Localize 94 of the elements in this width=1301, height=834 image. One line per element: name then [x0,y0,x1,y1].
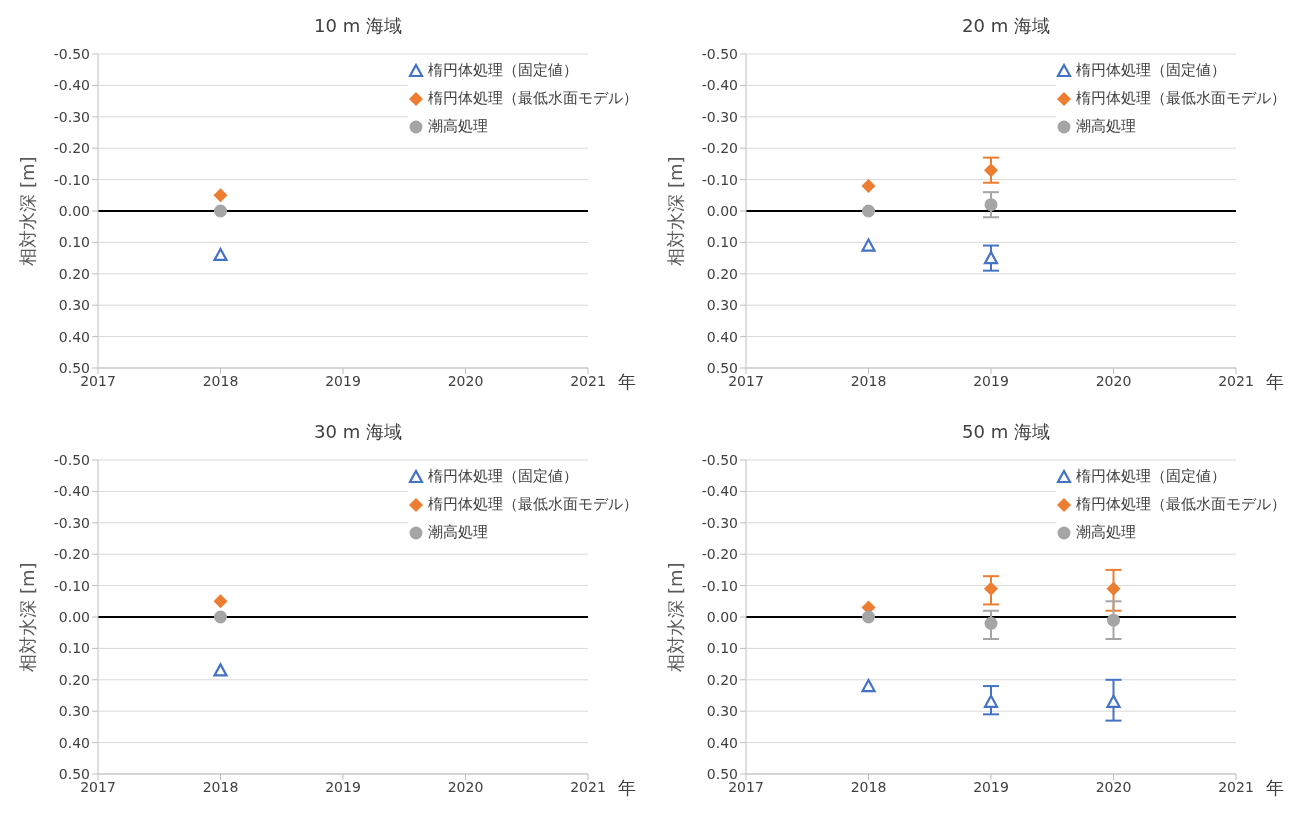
y-tick-label: -0.20 [53,546,90,563]
y-tick-label: 0.30 [706,297,738,314]
y-tick-label: -0.40 [701,77,738,94]
point [984,581,998,596]
x-tick-label: 2018 [202,372,239,389]
x-tick-label: 2018 [850,372,887,389]
y-tick-label: 0.30 [706,703,738,720]
y-tick-label: -0.10 [53,577,90,594]
legend-label: 楕円体処理（最低水面モデル） [428,495,638,513]
legend-label: 楕円体処理（固定値） [428,467,578,485]
y-tick-label: 0.00 [706,202,738,219]
point [1106,581,1121,596]
y-tick-label: 0.40 [58,328,90,345]
y-tick-label: 0.10 [706,640,738,657]
y-tick-label: -0.50 [53,45,90,62]
y-axis-title: 相対水深 [m] [17,562,39,672]
y-tick-label: 0.30 [58,703,90,720]
y-tick-label: -0.30 [53,514,90,531]
chart-title: 10 m 海域 [313,14,403,38]
y-tick-label: 0.10 [58,640,90,657]
y-tick-label: -0.40 [53,77,90,94]
y-tick-label: -0.20 [701,140,738,157]
y-tick-label: -0.40 [53,483,90,500]
x-tick-label: 2021 [570,778,606,795]
x-tick-label: 2020 [447,778,484,795]
chart-title: 50 m 海域 [961,420,1051,444]
y-tick-label: -0.20 [701,546,738,563]
chart-title: 20 m 海域 [961,14,1051,38]
legend-label: 楕円体処理（最低水面モデル） [1076,89,1286,107]
y-tick-label: -0.30 [701,108,738,125]
y-tick-label: 0.40 [58,734,90,751]
y-tick-label: 0.20 [706,265,738,282]
point [1107,613,1120,627]
x-axis-title: 年 [618,371,636,393]
legend-label: 楕円体処理（固定値） [428,61,578,79]
y-tick-label: -0.30 [701,514,738,531]
x-tick-label: 2020 [447,372,484,389]
y-axis-title: 相対水深 [m] [665,562,687,672]
x-axis-title: 年 [1266,777,1284,799]
legend-label: 潮高処理 [428,523,488,541]
y-tick-label: -0.20 [53,140,90,157]
point [984,163,998,178]
x-tick-label: 2021 [1218,372,1254,389]
y-tick-label: 0.00 [706,608,738,625]
y-tick-label: 0.30 [58,297,90,314]
legend-label: 楕円体処理（固定値） [1076,61,1226,79]
legend-label: 潮高処理 [1076,523,1136,541]
point [862,610,875,624]
legend-label: 潮高処理 [1076,117,1136,135]
y-tick-label: -0.10 [701,171,738,188]
x-tick-label: 2018 [202,778,239,795]
y-tick-label: 0.40 [706,328,738,345]
point [983,251,999,265]
x-tick-label: 2021 [570,372,606,389]
y-tick-label: 0.40 [706,734,738,751]
x-tick-label: 2018 [850,778,887,795]
point [984,616,998,630]
x-tick-label: 2019 [973,778,1009,795]
legend-label: 楕円体処理（最低水面モデル） [1076,495,1286,513]
y-tick-label: 0.00 [58,202,90,219]
point [862,204,875,218]
y-tick-label: -0.40 [701,483,738,500]
x-tick-label: 2019 [973,372,1009,389]
y-tick-label: -0.30 [53,108,90,125]
y-tick-label: -0.50 [53,451,90,468]
x-tick-label: 2020 [1095,778,1132,795]
legend-label: 楕円体処理（最低水面モデル） [428,89,638,107]
point [983,694,999,708]
point [861,678,876,693]
y-tick-label: 0.20 [706,671,738,688]
y-tick-label: 0.10 [58,234,90,251]
point [861,178,876,193]
y-tick-label: 0.00 [58,608,90,625]
x-axis-title: 年 [1266,371,1284,393]
y-tick-label: 0.20 [58,671,90,688]
y-axis-title: 相対水深 [m] [17,156,39,266]
x-tick-label: 2021 [1218,778,1254,795]
point [1106,694,1121,708]
x-tick-label: 2019 [325,778,361,795]
legend-label: 楕円体処理（固定値） [1076,467,1226,485]
chart-title: 30 m 海域 [313,420,403,444]
x-axis-title: 年 [618,777,636,799]
y-tick-label: -0.10 [701,577,738,594]
point [984,198,998,212]
legend-label: 潮高処理 [428,117,488,135]
point [861,238,876,252]
y-tick-label: 0.20 [58,265,90,282]
x-tick-label: 2019 [325,372,361,389]
x-tick-label: 2020 [1095,372,1132,389]
y-tick-label: 0.10 [706,234,738,251]
y-axis-title: 相対水深 [m] [665,156,687,266]
y-tick-label: -0.10 [53,171,90,188]
y-tick-label: -0.50 [701,45,738,62]
y-tick-label: -0.50 [701,451,738,468]
